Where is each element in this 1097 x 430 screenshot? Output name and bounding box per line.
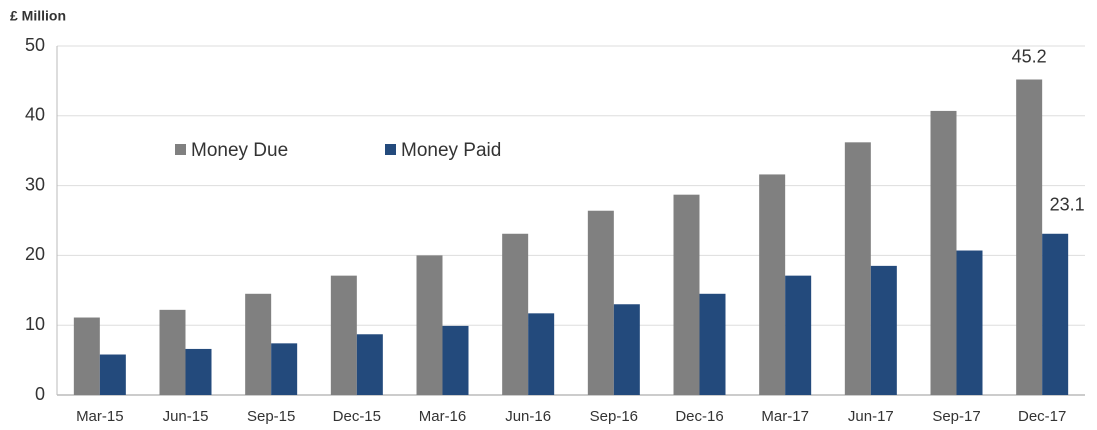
x-tick-label: Jun-15 (163, 408, 209, 425)
y-tick-label: 10 (25, 314, 45, 334)
bar (330, 275, 357, 395)
legend-label: Money Due (191, 140, 288, 161)
x-tick-label: Mar-17 (761, 408, 809, 425)
x-tick-label: Jun-16 (505, 408, 551, 425)
bar (1042, 233, 1069, 395)
y-tick-label: 40 (25, 105, 45, 125)
bar (870, 265, 897, 395)
y-tick-label: 50 (25, 35, 45, 55)
bar (185, 348, 212, 395)
bar (699, 293, 726, 395)
y-tick-label: 30 (25, 174, 45, 194)
bar (956, 250, 983, 395)
y-axis-label: £ Million (10, 8, 66, 24)
x-tick-label: Jun-17 (848, 408, 894, 425)
data-label: 45.2 (1012, 46, 1047, 66)
legend-label: Money Paid (401, 140, 501, 161)
bar (785, 275, 812, 395)
bar (528, 313, 555, 395)
bar (844, 142, 871, 395)
bar (930, 110, 957, 395)
x-tick-label: Dec-17 (1018, 408, 1066, 425)
bar (159, 309, 186, 395)
bar (356, 334, 383, 395)
bar (442, 325, 469, 395)
bar (416, 255, 443, 395)
bar (587, 210, 614, 395)
legend-swatch (175, 144, 186, 155)
x-tick-label: Sep-15 (247, 408, 295, 425)
x-tick-label: Sep-17 (932, 408, 980, 425)
bar (673, 194, 700, 395)
x-tick-label: Sep-16 (590, 408, 638, 425)
bar (502, 233, 529, 395)
y-tick-label: 20 (25, 244, 45, 264)
bar (73, 317, 100, 395)
bar (613, 304, 640, 395)
x-tick-label: Mar-15 (76, 408, 124, 425)
x-tick-label: Mar-16 (419, 408, 467, 425)
data-label: 23.1 (1050, 195, 1085, 215)
bar (99, 354, 126, 395)
bar (245, 293, 272, 395)
legend-swatch (385, 144, 396, 155)
y-tick-label: 0 (35, 384, 45, 404)
bar (271, 343, 298, 395)
bar (759, 174, 786, 395)
x-tick-label: Dec-15 (333, 408, 381, 425)
x-tick-label: Dec-16 (675, 408, 723, 425)
bar (1016, 79, 1043, 395)
